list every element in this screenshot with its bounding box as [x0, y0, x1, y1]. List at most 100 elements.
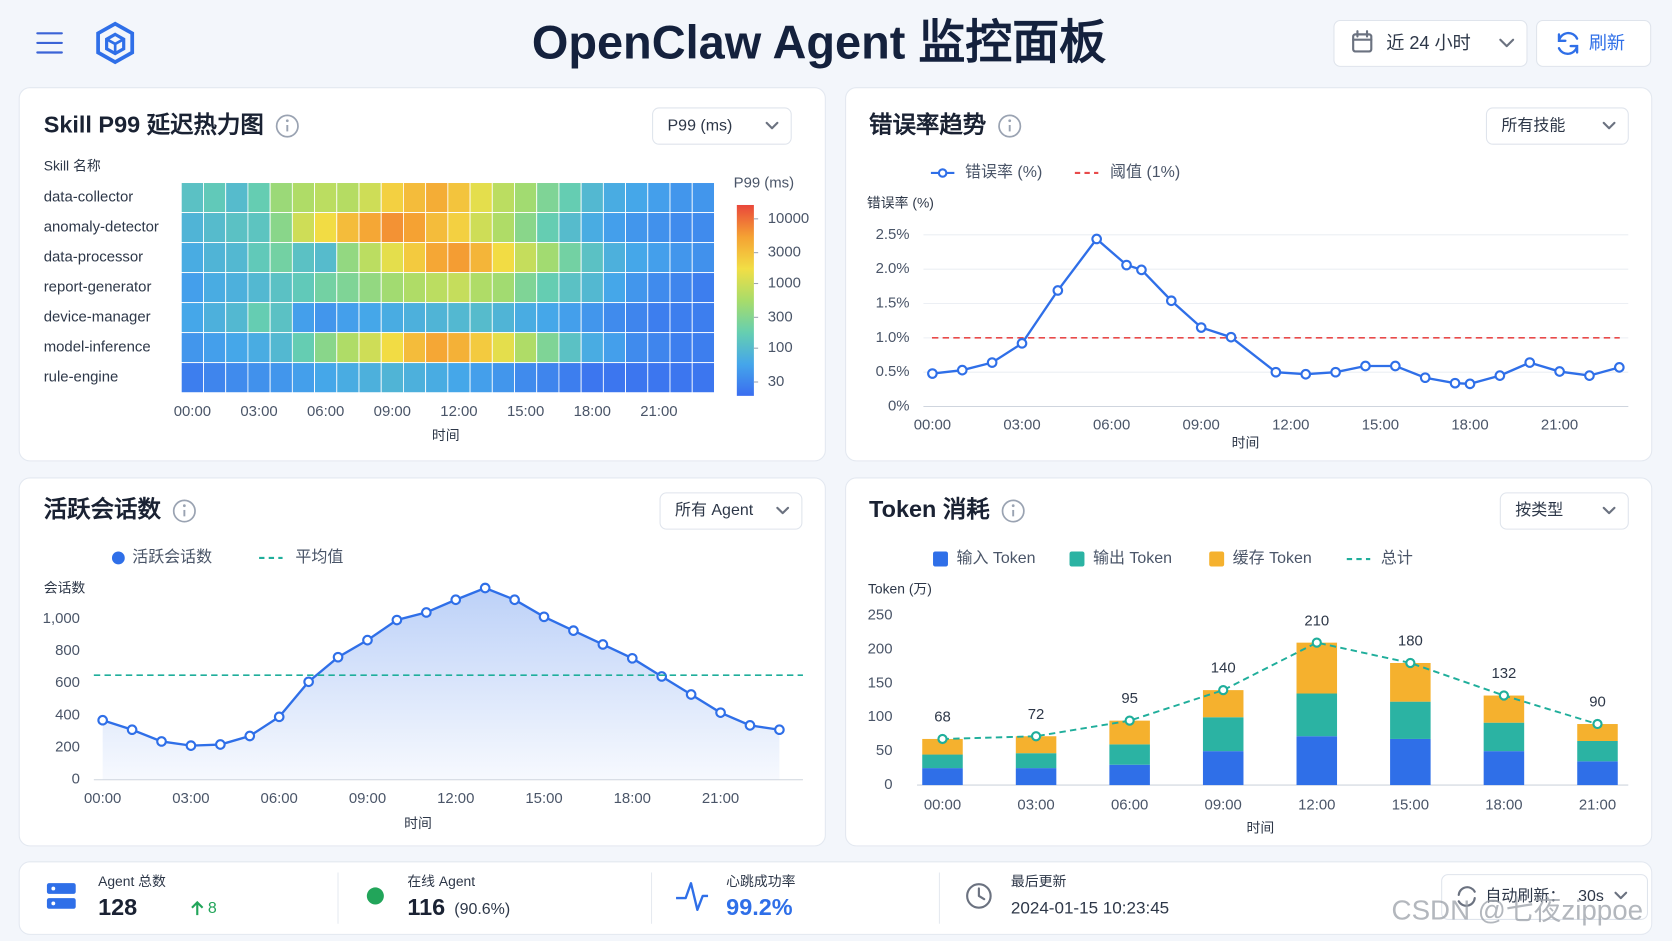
error-point	[1330, 366, 1341, 378]
footer-bar: Agent 总数 128 8 在线 Agent 116 (90.6%) 心跳成功…	[18, 861, 1653, 935]
heat-cell	[358, 332, 382, 364]
logo	[96, 21, 135, 65]
x-tick-label: 15:00	[1392, 796, 1429, 813]
menu-button[interactable]	[36, 32, 63, 54]
y-axis-label: Token (万)	[868, 581, 932, 597]
heat-cell	[514, 332, 538, 364]
heat-cell	[625, 272, 649, 304]
panel-dropdown[interactable]: 所有技能	[1485, 107, 1629, 145]
info-icon	[998, 114, 1022, 138]
time-range-dropdown[interactable]: 近 24 小时	[1333, 19, 1528, 67]
error-point	[1494, 370, 1506, 381]
heat-cell	[358, 182, 382, 214]
heat-cell	[491, 302, 515, 334]
x-tick-label: 09:00	[1183, 417, 1220, 434]
row-label: device-manager	[44, 309, 151, 326]
agents-count: 128	[98, 894, 137, 920]
bar-segment	[1577, 761, 1618, 786]
heat-cell	[425, 362, 449, 394]
heat-cell	[647, 272, 671, 304]
panel-dropdown[interactable]: 所有 Agent	[659, 492, 803, 530]
heat-cell	[558, 302, 582, 334]
panel-title: Skill P99 延迟热力图	[44, 111, 264, 137]
colorbar	[736, 204, 754, 396]
heat-cell	[403, 272, 427, 304]
heat-cell	[403, 362, 427, 394]
heat-cell	[558, 272, 582, 304]
total-point	[1030, 731, 1042, 742]
charts: Skill P99 延迟热力图 P99 (ms) 时间 Skill 名称 data-co…	[18, 87, 1653, 847]
heat-cell	[247, 332, 271, 364]
session-point	[479, 582, 491, 594]
heat-cell	[336, 212, 360, 244]
y-axis-label: 错误率 (%)	[867, 195, 934, 211]
heat-cell	[269, 272, 293, 304]
legend-label: 错误率 (%)	[965, 163, 1042, 181]
heat-cell	[602, 302, 627, 334]
legend-label: 总计	[1381, 549, 1413, 567]
heat-cell	[669, 362, 693, 394]
legend-label: 平均值	[295, 548, 343, 566]
error-point	[1584, 370, 1595, 381]
bar-segment	[1577, 740, 1618, 762]
online-dot	[366, 887, 384, 905]
dropdown-label: 按类型	[1515, 501, 1563, 519]
x-tick-label: 03:00	[1003, 417, 1040, 434]
session-point	[538, 611, 550, 623]
session-point	[774, 724, 785, 736]
heat-cell	[225, 332, 249, 364]
heat-cell	[203, 212, 227, 244]
heat-cell	[336, 302, 360, 334]
bar-segment	[1296, 693, 1338, 737]
y-tick-label: 600	[55, 674, 80, 691]
refresh-button[interactable]: 刷新	[1536, 19, 1652, 67]
legend-swatch	[1209, 551, 1225, 567]
heat-cell	[203, 272, 227, 304]
page-title: OpenClaw Agent 监控面板	[532, 16, 1106, 68]
heat-cell	[314, 212, 338, 244]
error-point	[1121, 259, 1132, 271]
heat-cell	[225, 182, 249, 214]
auto-refresh-dropdown[interactable]: 自动刷新： 30s	[1441, 874, 1649, 920]
session-point	[420, 607, 432, 618]
y-tick-label: 0%	[888, 397, 910, 414]
heat-cell	[669, 332, 693, 364]
heat-cell	[469, 242, 493, 274]
heat-cell	[647, 212, 671, 244]
server-icon	[46, 883, 76, 909]
total-point	[1592, 718, 1603, 730]
heat-cell	[469, 182, 493, 214]
colorbar-tick-label: 1000	[768, 274, 801, 291]
heat-cell	[291, 242, 315, 274]
heat-cell	[469, 302, 493, 334]
heat-cell	[247, 212, 271, 244]
x-tick-label: 15:00	[1362, 417, 1399, 434]
x-tick-label: 18:00	[1451, 417, 1488, 434]
heat-cell	[358, 212, 382, 244]
heat-cell	[536, 332, 560, 364]
heat-cell	[669, 242, 693, 274]
bar-segment	[922, 754, 963, 769]
heat-cell	[180, 302, 204, 334]
heat-cell	[314, 332, 338, 364]
x-tick-label: 00:00	[924, 796, 961, 813]
heat-cell	[536, 362, 560, 394]
heat-cell	[491, 242, 515, 274]
y-tick-label: 1,000	[43, 610, 80, 627]
heat-cell	[625, 212, 649, 244]
bar-segment	[1296, 736, 1338, 786]
heat-cell	[580, 272, 604, 304]
error-point	[1195, 322, 1207, 333]
heat-cell	[491, 272, 515, 304]
panel-dropdown[interactable]: 按类型	[1499, 492, 1629, 530]
error-point	[1554, 366, 1565, 377]
panel-dropdown[interactable]: P99 (ms)	[652, 107, 792, 145]
heat-cell	[691, 302, 715, 334]
x-tick-label: 00:00	[174, 403, 211, 420]
x-tick-label: 18:00	[614, 790, 651, 807]
legend-label: 缓存 Token	[1233, 549, 1312, 567]
heat-cell	[647, 302, 671, 334]
heat-cell	[403, 182, 427, 214]
heartbeat-label: 心跳成功率	[726, 873, 795, 889]
